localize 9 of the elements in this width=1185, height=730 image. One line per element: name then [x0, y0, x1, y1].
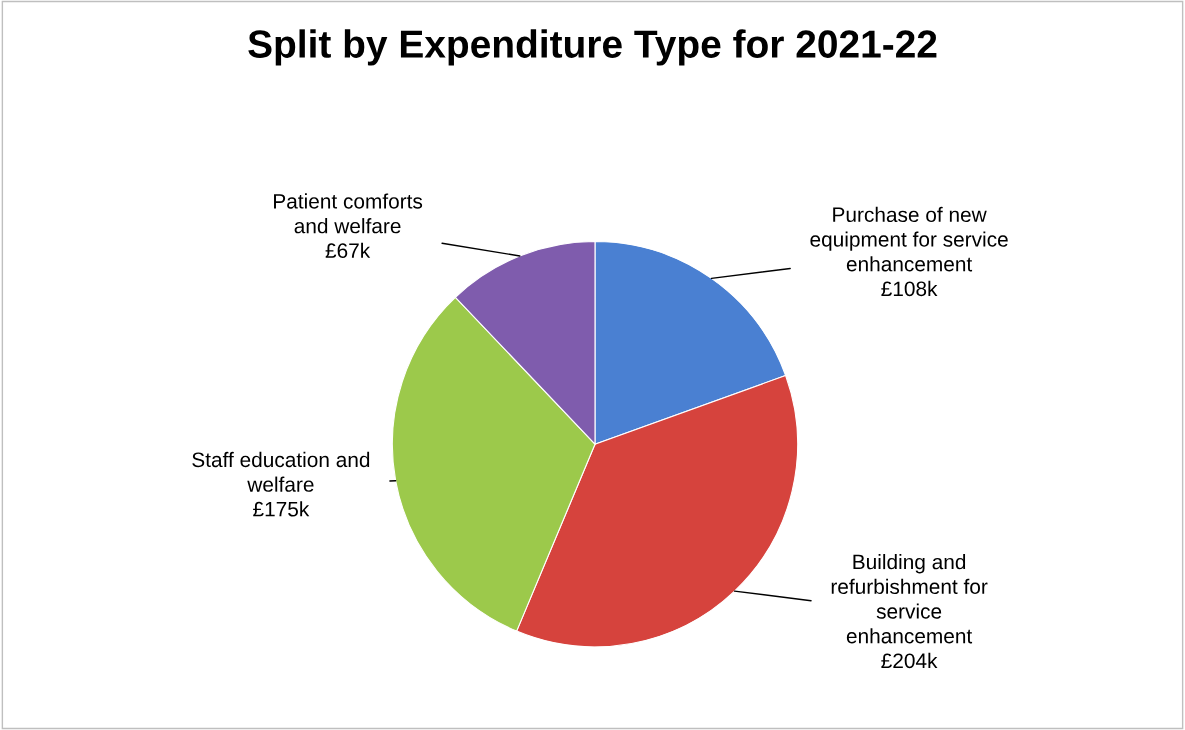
chart-title: Split by Expenditure Type for 2021-22 [248, 29, 937, 66]
data-label: £204k [881, 652, 938, 669]
slice-label: Staff education and welfare [192, 451, 370, 492]
slice-label: Patient comforts and welfare [274, 193, 423, 234]
slice-label: Building and refurbishment for service enhancement [831, 554, 988, 644]
data-label: £175k [253, 501, 310, 517]
data-label: £67k [325, 242, 371, 259]
slice-label: Purchase of new equipment for service enhancement [810, 206, 1008, 272]
data-label: £108k [881, 280, 938, 297]
